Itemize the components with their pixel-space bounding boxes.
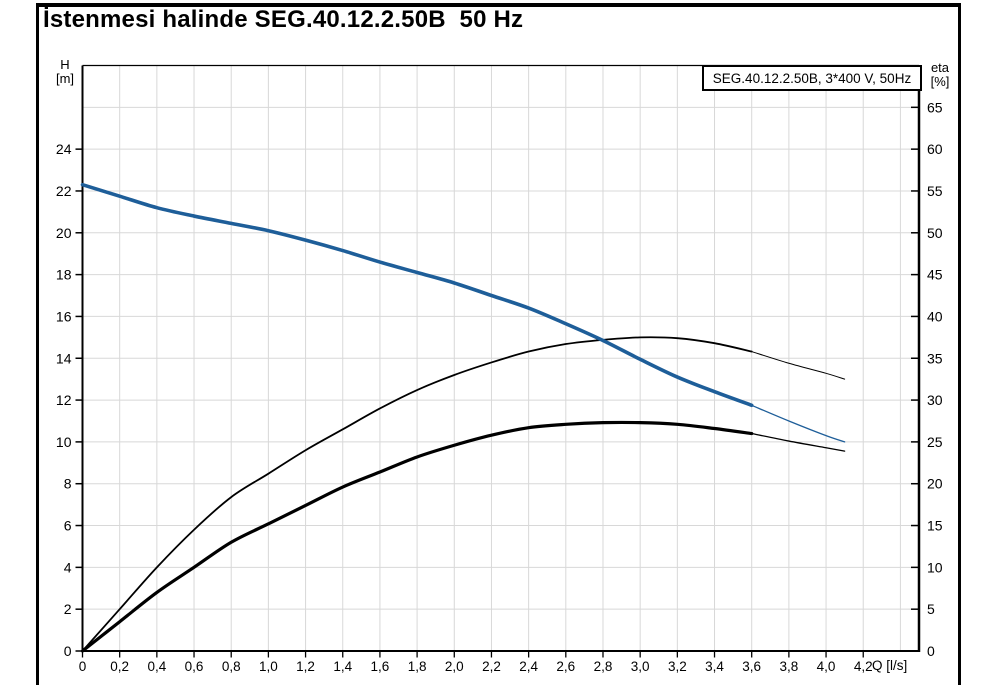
x-tick-label: 3,8 (779, 659, 798, 674)
right-tick-label: 60 (927, 141, 943, 157)
left-tick-label: 8 (64, 476, 72, 492)
x-tick-label: 3,6 (742, 659, 761, 674)
x-tick-label: 0,8 (222, 659, 241, 674)
right-tick-label: 35 (927, 350, 943, 366)
right-tick-label: 0 (927, 643, 935, 659)
legend-label: SEG.40.12.2.50B, 3*400 V, 50Hz (712, 70, 912, 86)
left-tick-label: 24 (56, 141, 72, 157)
legend-box: SEG.40.12.2.50B, 3*400 V, 50Hz (702, 65, 922, 91)
x-tick-label: 0,2 (110, 659, 129, 674)
left-tick-label: 16 (56, 308, 72, 324)
x-tick-label: 2,8 (594, 659, 613, 674)
eta-lower-curve-tail (751, 432, 846, 452)
right-tick-label: 65 (927, 99, 943, 115)
right-tick-label: 5 (927, 601, 935, 617)
x-tick-label: 2,4 (519, 659, 538, 674)
x-tick-label: 2,0 (445, 659, 464, 674)
left-tick-label: 4 (64, 559, 72, 575)
right-tick-label: 45 (927, 267, 943, 283)
x-tick-label: 1,2 (296, 659, 315, 674)
left-axis-unit: [m] (55, 71, 75, 86)
left-tick-label: 0 (64, 643, 72, 659)
x-tick-label: 1,4 (333, 659, 352, 674)
right-tick-label: 15 (927, 518, 943, 534)
right-tick-label: 20 (927, 476, 943, 492)
page-title: İstenmesi halinde SEG.40.12.2.50B 50 Hz (43, 6, 524, 33)
right-tick-label: 30 (927, 392, 943, 408)
x-tick-label: 1,6 (371, 659, 390, 674)
left-tick-label: 14 (56, 350, 72, 366)
right-tick-label: 55 (927, 183, 943, 199)
right-tick-label: 40 (927, 308, 943, 324)
left-axis-title: H [m] (48, 58, 82, 86)
eta-upper-curve-main (81, 336, 753, 652)
x-tick-label: 4,0 (817, 659, 836, 674)
left-tick-label: 12 (56, 392, 72, 408)
eta-lower-curve-main (80, 420, 754, 653)
left-tick-label: 20 (56, 225, 72, 241)
left-tick-label: 6 (64, 518, 72, 534)
x-tick-label: 1,8 (408, 659, 427, 674)
x-tick-label: 2,6 (556, 659, 575, 674)
right-tick-label: 50 (927, 225, 943, 241)
x-tick-label: 0,4 (147, 659, 166, 674)
eta-upper-curve-tail (751, 351, 846, 380)
left-axis-quantity: H (60, 57, 70, 72)
x-tick-label: 3,4 (705, 659, 724, 674)
right-axis-title: eta [%] (924, 61, 956, 89)
left-tick-label: 22 (56, 183, 72, 199)
right-axis-unit: [%] (930, 74, 950, 89)
x-tick-label: 0,6 (185, 659, 204, 674)
h-q-curve-tail (751, 404, 846, 443)
right-axis-quantity: eta (930, 60, 950, 75)
x-tick-label: 0 (79, 659, 87, 674)
x-tick-label: 1,0 (259, 659, 278, 674)
left-tick-label: 2 (64, 601, 72, 617)
left-tick-label: 18 (56, 267, 72, 283)
right-tick-label: 25 (927, 434, 943, 450)
left-tick-label: 10 (56, 434, 72, 450)
x-tick-label: 3,0 (631, 659, 650, 674)
right-tick-label: 10 (927, 559, 943, 575)
x-axis-title: Q [l/s] (872, 658, 908, 673)
x-tick-label: 2,2 (482, 659, 501, 674)
page-frame (36, 3, 961, 685)
x-tick-label: 4,2 (854, 659, 873, 674)
x-tick-label: 3,2 (668, 659, 687, 674)
h-q-curve-main (80, 182, 754, 408)
